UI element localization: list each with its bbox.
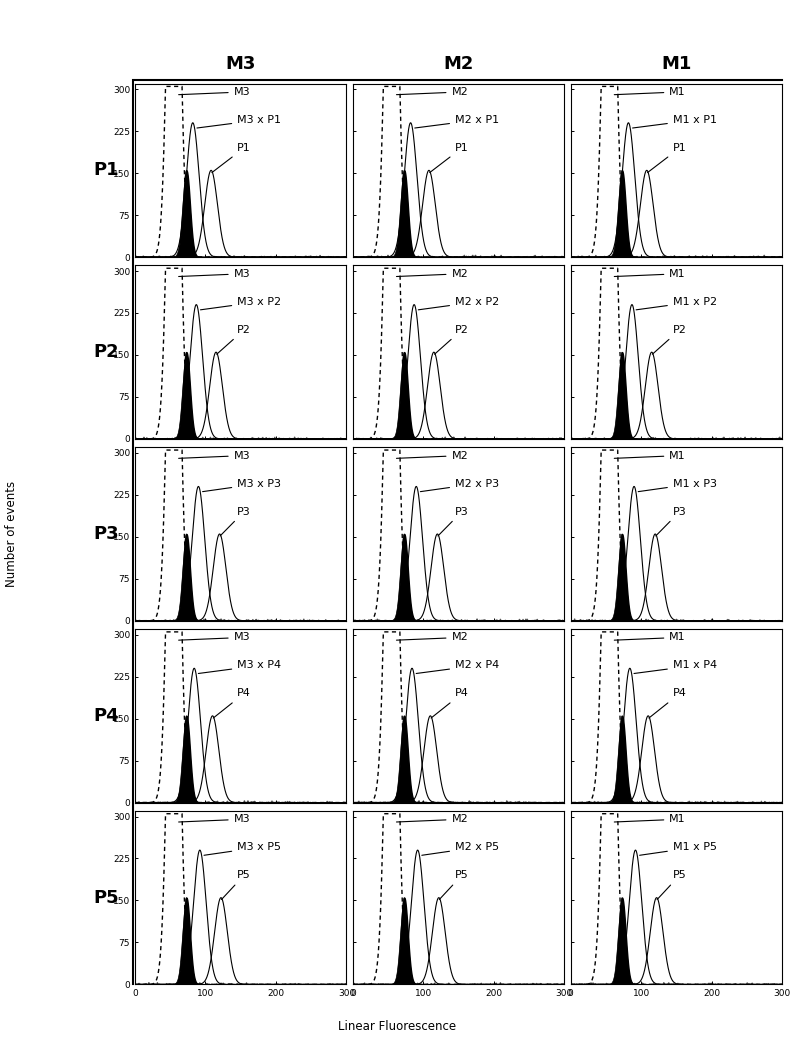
Text: M2: M2 [396, 450, 468, 461]
Text: M2: M2 [443, 54, 474, 73]
Text: P1: P1 [648, 143, 687, 172]
Text: P5: P5 [439, 870, 468, 900]
Text: P2: P2 [217, 325, 251, 354]
Text: P2: P2 [653, 325, 687, 354]
Text: M1: M1 [615, 450, 686, 461]
Text: M2 x P1: M2 x P1 [414, 115, 499, 127]
Text: M2: M2 [396, 87, 468, 97]
Text: P4: P4 [94, 706, 119, 725]
Text: M2 x P4: M2 x P4 [416, 660, 499, 673]
Text: M2: M2 [396, 269, 468, 279]
Text: Number of events: Number of events [6, 481, 18, 587]
Text: P3: P3 [438, 507, 468, 536]
Text: M1 x P5: M1 x P5 [640, 842, 717, 855]
Text: P3: P3 [220, 507, 251, 536]
Text: M1 x P4: M1 x P4 [634, 660, 717, 673]
Text: M3 x P4: M3 x P4 [198, 660, 281, 673]
Text: M3: M3 [179, 814, 250, 825]
Text: M1 x P1: M1 x P1 [633, 115, 717, 127]
Text: M3: M3 [179, 632, 250, 643]
Text: M3 x P3: M3 x P3 [202, 479, 281, 491]
Text: P1: P1 [94, 161, 119, 180]
Text: P5: P5 [657, 870, 687, 900]
Text: M2 x P2: M2 x P2 [418, 297, 499, 309]
Text: P3: P3 [94, 525, 119, 543]
Text: P5: P5 [94, 888, 119, 907]
Text: M2 x P5: M2 x P5 [422, 842, 499, 855]
Text: M3: M3 [179, 87, 250, 97]
Text: M2: M2 [396, 632, 468, 643]
Text: M2 x P3: M2 x P3 [420, 479, 499, 491]
Text: M1: M1 [615, 269, 686, 279]
Text: P3: P3 [656, 507, 687, 536]
Text: P4: P4 [649, 689, 687, 718]
Text: M1: M1 [615, 87, 686, 97]
Text: M1: M1 [615, 814, 686, 825]
Text: M3: M3 [225, 54, 256, 73]
Text: M1: M1 [661, 54, 692, 73]
Text: M3 x P5: M3 x P5 [204, 842, 281, 855]
Text: P4: P4 [214, 689, 251, 718]
Text: M1: M1 [615, 632, 686, 643]
Text: P2: P2 [434, 325, 469, 354]
Text: M3: M3 [179, 269, 250, 279]
Text: M1 x P2: M1 x P2 [636, 297, 717, 309]
Text: P5: P5 [222, 870, 251, 900]
Text: M3: M3 [179, 450, 250, 461]
Text: Linear Fluorescence: Linear Fluorescence [338, 1020, 456, 1032]
Text: M3 x P2: M3 x P2 [200, 297, 281, 309]
Text: M3 x P1: M3 x P1 [197, 115, 281, 127]
Text: P2: P2 [94, 343, 119, 362]
Text: P1: P1 [212, 143, 251, 172]
Text: M2: M2 [396, 814, 468, 825]
Text: P1: P1 [430, 143, 468, 172]
Text: M1 x P3: M1 x P3 [638, 479, 717, 491]
Text: P4: P4 [431, 689, 469, 718]
